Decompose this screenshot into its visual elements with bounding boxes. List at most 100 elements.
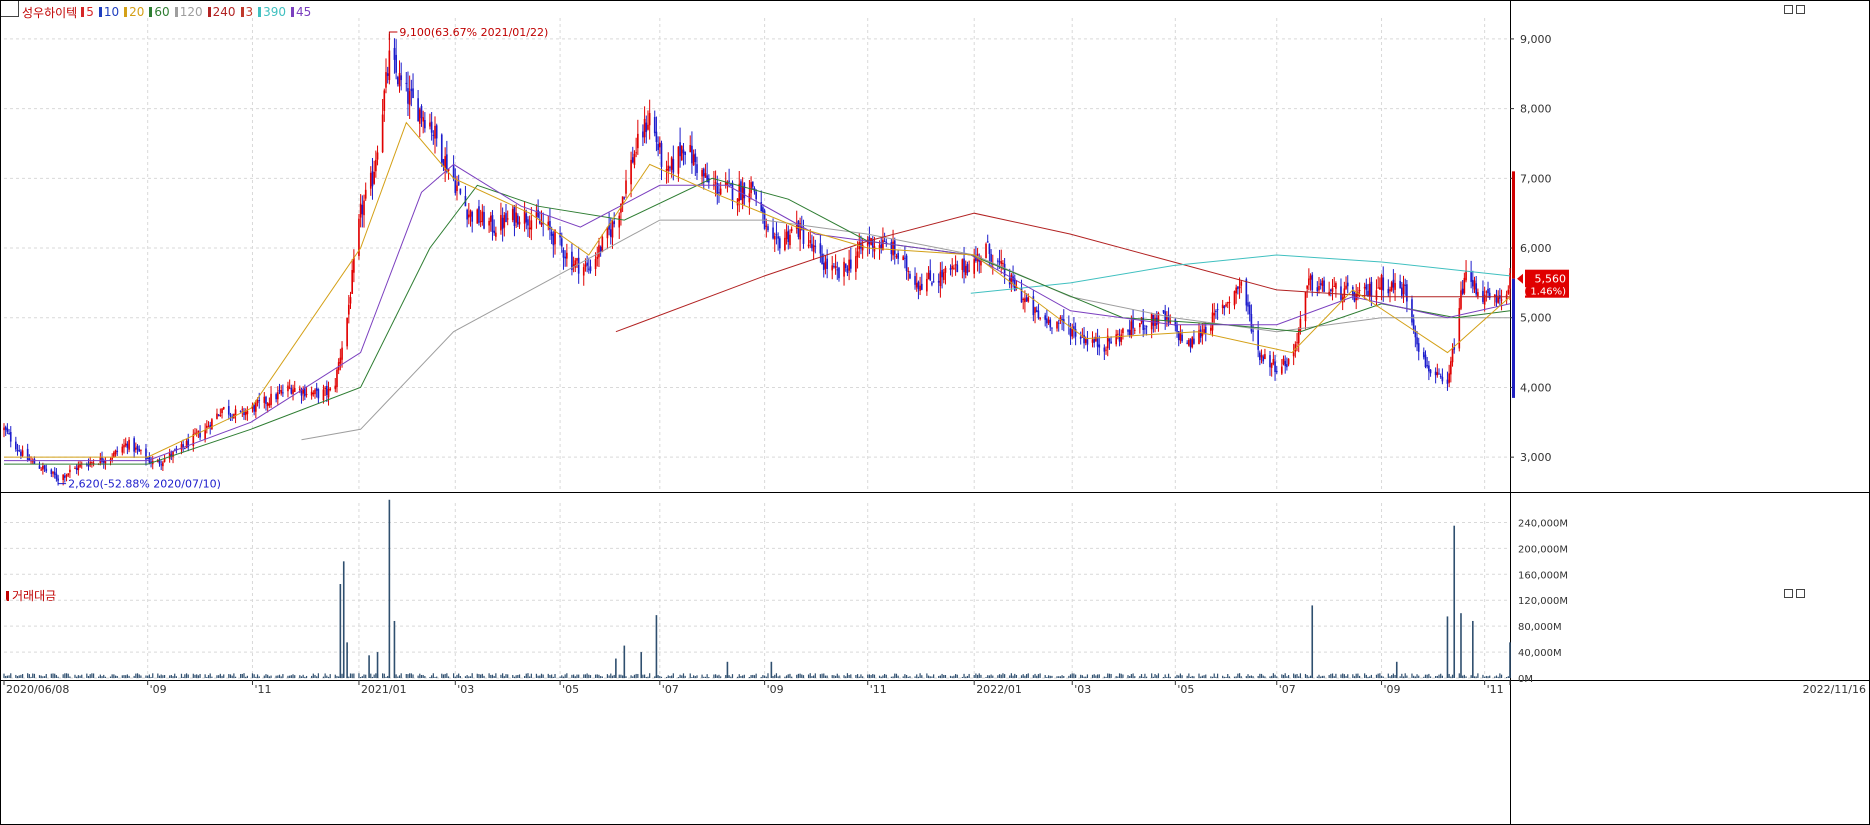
candle-body bbox=[1110, 341, 1112, 344]
candle-body bbox=[587, 268, 590, 270]
volume-bar bbox=[823, 673, 825, 678]
ma-legend-label: 20 bbox=[129, 5, 145, 19]
volume-bar bbox=[1193, 676, 1195, 678]
volume-bar bbox=[1010, 673, 1012, 678]
volume-bar bbox=[826, 675, 828, 678]
volume-bar bbox=[941, 673, 943, 678]
candle-body bbox=[15, 441, 17, 450]
volume-bar bbox=[622, 675, 624, 678]
candle-body bbox=[836, 269, 839, 271]
volume-bar bbox=[371, 676, 374, 678]
price-tick-label: 9,000 bbox=[1520, 33, 1552, 46]
candle-body bbox=[467, 214, 470, 218]
volume-bar bbox=[292, 674, 294, 678]
volume-bar bbox=[1075, 674, 1077, 678]
volume-bar bbox=[69, 676, 71, 678]
volume-bar bbox=[523, 676, 526, 678]
volume-bar bbox=[185, 673, 188, 678]
volume-bar bbox=[1154, 674, 1156, 678]
candle-body bbox=[418, 109, 421, 124]
candle-body bbox=[300, 390, 303, 396]
candle-body bbox=[807, 244, 810, 247]
volume-bar bbox=[681, 675, 683, 678]
volume-bar bbox=[1391, 675, 1393, 678]
volume-bar bbox=[1174, 676, 1176, 678]
volume-bar bbox=[589, 675, 592, 678]
volume-bar bbox=[1380, 675, 1383, 678]
maximize-price-pane-icon[interactable] bbox=[1784, 5, 1793, 14]
candle-body bbox=[1174, 319, 1177, 326]
volume-bar bbox=[28, 674, 30, 678]
candle-body bbox=[241, 408, 244, 410]
candle-body bbox=[216, 413, 218, 419]
volume-bar bbox=[231, 675, 233, 678]
volume-bar bbox=[160, 674, 162, 678]
volume-bar bbox=[76, 676, 78, 678]
candle-body bbox=[1382, 277, 1385, 291]
candle-body bbox=[1069, 328, 1072, 337]
volume-bar bbox=[588, 674, 590, 678]
volume-bar bbox=[503, 676, 505, 678]
close-volume-pane-icon[interactable] bbox=[1796, 589, 1805, 598]
candle-body bbox=[973, 259, 976, 274]
candle-body bbox=[606, 227, 609, 239]
candle-body bbox=[1002, 263, 1004, 265]
ma-legend-item: 240 bbox=[207, 5, 236, 19]
volume-bar bbox=[713, 674, 715, 678]
volume-bar bbox=[718, 674, 720, 678]
volume-bar bbox=[469, 676, 472, 678]
candle-body bbox=[396, 77, 399, 85]
volume-bar bbox=[1071, 673, 1073, 678]
volume-bar bbox=[1413, 675, 1415, 678]
candle-body bbox=[304, 388, 306, 397]
candle-body bbox=[1096, 337, 1099, 347]
candle-body bbox=[917, 281, 920, 290]
volume-bar bbox=[807, 674, 810, 678]
candle-body bbox=[1176, 324, 1178, 332]
candle-body bbox=[655, 131, 658, 143]
candle-body bbox=[160, 464, 163, 466]
volume-bar bbox=[1411, 673, 1413, 678]
candle-body bbox=[1377, 287, 1379, 289]
candle-body bbox=[1034, 307, 1036, 313]
volume-bar bbox=[442, 674, 445, 678]
volume-bar bbox=[481, 673, 483, 678]
candle-body bbox=[942, 272, 945, 280]
candle-body bbox=[1037, 310, 1040, 318]
candle-body bbox=[501, 217, 504, 229]
volume-bar bbox=[256, 674, 259, 678]
volume-spike bbox=[640, 652, 643, 678]
close-price-pane-icon[interactable] bbox=[1796, 5, 1805, 14]
candle-body bbox=[601, 236, 604, 253]
candle-body bbox=[329, 388, 332, 390]
volume-bar bbox=[1365, 674, 1367, 678]
volume-bar bbox=[1370, 674, 1373, 678]
volume-bar bbox=[21, 674, 24, 678]
candle-body bbox=[422, 117, 425, 122]
volume-bar bbox=[743, 674, 745, 678]
candle-body bbox=[326, 385, 328, 395]
volume-tick-label: 240,000M bbox=[1518, 518, 1568, 529]
candle-body bbox=[1387, 288, 1390, 294]
volume-bar bbox=[512, 675, 514, 678]
candle-body bbox=[892, 241, 894, 256]
candle-body bbox=[1282, 358, 1285, 365]
candle-body bbox=[951, 265, 954, 269]
volume-bar bbox=[566, 673, 568, 678]
candle-body bbox=[353, 257, 355, 273]
chart-menu-icon[interactable] bbox=[0, 0, 19, 17]
volume-bar bbox=[147, 675, 149, 678]
candle-body bbox=[1390, 282, 1393, 291]
candle-body bbox=[217, 414, 220, 416]
candle-body bbox=[826, 258, 828, 269]
maximize-volume-pane-icon[interactable] bbox=[1784, 589, 1793, 598]
candle-body bbox=[1106, 335, 1109, 349]
volume-bar bbox=[943, 674, 945, 678]
candle-body bbox=[1509, 273, 1511, 289]
candle-body bbox=[1177, 331, 1180, 341]
volume-bar bbox=[1331, 673, 1334, 678]
volume-bar bbox=[978, 673, 980, 678]
volume-bar bbox=[1025, 674, 1028, 678]
price-tick-label: 6,000 bbox=[1520, 242, 1552, 255]
volume-bar bbox=[172, 676, 174, 678]
